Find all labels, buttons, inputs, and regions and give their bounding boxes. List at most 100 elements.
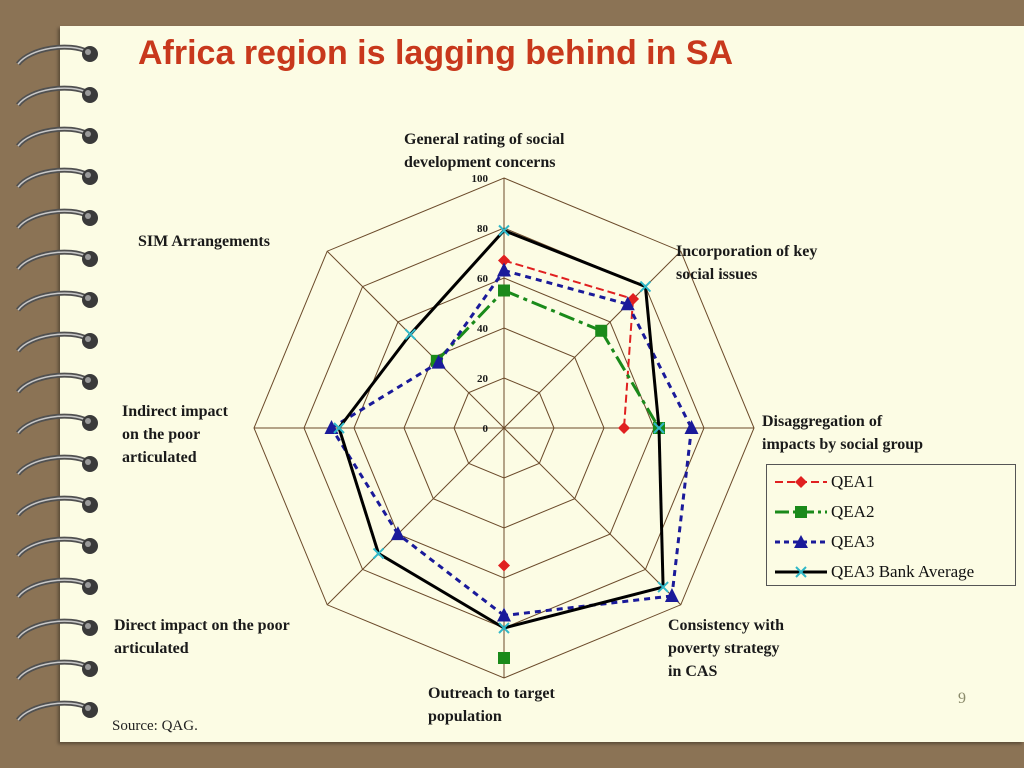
series-qea3-line (397, 532, 505, 617)
series-bank-average-line (503, 585, 664, 630)
binding-ring (16, 249, 98, 271)
axis-label-line: in CAS (668, 663, 717, 680)
radial-tick-label: 20 (477, 373, 489, 385)
binding-ring (16, 700, 98, 722)
binding-ring (16, 495, 98, 517)
spiral-binding (16, 44, 98, 722)
series-qea2-point (595, 324, 608, 337)
binding-ring (16, 659, 98, 681)
series-qea3-line (626, 303, 693, 429)
legend-label-qea2: QEA2 (831, 502, 875, 521)
axis-label-line: development concerns (404, 154, 556, 171)
binding-ring (16, 44, 98, 66)
grid-spoke (503, 250, 682, 429)
series-qea1-line (623, 298, 635, 429)
series-qea3-line (670, 427, 693, 597)
series-bank-average-point (372, 547, 385, 560)
axis-label-line: impacts by social group (762, 436, 923, 453)
binding-ring (16, 454, 98, 476)
legend-item-qea2: QEA2 (773, 499, 874, 525)
binding-ring (16, 208, 98, 230)
axis-label-line: Disaggregation of (762, 413, 883, 430)
radial-tick-label: 80 (477, 223, 489, 235)
bank-average-legend-marker (775, 566, 827, 578)
series-qea2-line (599, 330, 661, 429)
axis-label-line: on the poor (122, 426, 200, 443)
axis-label-line: Incorporation of key (676, 243, 817, 260)
binding-ring (16, 577, 98, 599)
series-bank-average-point (498, 622, 510, 634)
series-qea1-point (498, 559, 510, 572)
binding-ring (16, 372, 98, 394)
series-bank-average-line (643, 286, 661, 429)
series-qea3-point (324, 420, 339, 434)
series-qea3-line (330, 361, 440, 430)
series-bank-average-line (337, 333, 412, 429)
series-bank-average-line (377, 552, 505, 630)
axis-label-line: Indirect impact (122, 403, 229, 420)
axis-label-line: articulated (114, 640, 189, 657)
series-qea1-point (498, 254, 510, 267)
series-qea3-point (620, 296, 635, 311)
axis-label-line: articulated (122, 449, 197, 466)
legend: QEA1 QEA2 QEA3 QEA3 Bank Average (766, 464, 1016, 586)
series-bank-average-line (503, 229, 646, 288)
slide-title: Africa region is lagging behind in SA (138, 34, 734, 72)
axis-label-line: poverty strategy (668, 640, 780, 657)
binding-ring (16, 413, 98, 435)
radial-tick-label: 40 (477, 323, 489, 335)
series-bank-average-line (337, 427, 380, 554)
series-qea3 (324, 262, 699, 622)
series-bank-average-point (498, 224, 510, 237)
series-qea1-line (503, 259, 634, 300)
binding-ring (16, 126, 98, 148)
radar-series (324, 224, 699, 664)
radial-tick-label: 100 (472, 173, 489, 185)
series-bank-average-line (657, 427, 665, 588)
legend-item-qea1: QEA1 (773, 469, 874, 495)
series-qea1-point (618, 422, 630, 434)
binding-ring (16, 85, 98, 107)
series-qea3-line (437, 269, 506, 364)
series-bank-average-point (657, 581, 669, 593)
axis-labels: General rating of social development conc… (114, 131, 923, 725)
qea2-legend-marker (775, 506, 827, 518)
series-qea3-point (497, 262, 511, 277)
series-bank-average-line (409, 229, 506, 336)
series-qea2-point (498, 652, 510, 664)
binding-ring (16, 536, 98, 558)
axis-label-line: General rating of social (404, 131, 565, 148)
legend-label-qea3: QEA3 (831, 532, 875, 551)
grid-spoke (326, 427, 505, 606)
series-qea3-point (497, 607, 511, 622)
axis-label-line: Consistency with (668, 617, 784, 634)
legend-label-qea1: QEA1 (831, 472, 875, 491)
radial-tick-label: 0 (483, 423, 489, 435)
axis-label-line: social issues (676, 266, 757, 283)
axis-label-line: Direct impact on the poor (114, 617, 290, 634)
binding-ring (16, 618, 98, 640)
legend-label-bank-average: QEA3 Bank Average (831, 562, 975, 581)
legend-item-qea3: QEA3 (773, 529, 874, 555)
series-qea2-point (498, 284, 510, 297)
qea3-legend-marker (775, 535, 827, 548)
grid-spoke (503, 427, 682, 606)
series-qea3-point (431, 354, 446, 369)
series-bank-average-point (653, 422, 665, 434)
legend-item-bank-average: QEA3 Bank Average (773, 559, 974, 585)
notebook-paper (60, 26, 1024, 742)
radial-tick-label: 60 (477, 273, 489, 285)
grid-spoke (326, 250, 505, 429)
axis-label-line: Outreach to target (428, 685, 555, 702)
binding-ring (16, 331, 98, 353)
axis-label-line: population (428, 708, 502, 725)
source-note: Source: QAG. (112, 718, 198, 734)
series-qea3-point (390, 526, 405, 541)
series-qea3-line (330, 427, 400, 535)
series-bank-average (333, 224, 669, 634)
binding-ring (16, 167, 98, 189)
page-number: 9 (958, 690, 966, 707)
series-qea3-point (664, 587, 679, 602)
